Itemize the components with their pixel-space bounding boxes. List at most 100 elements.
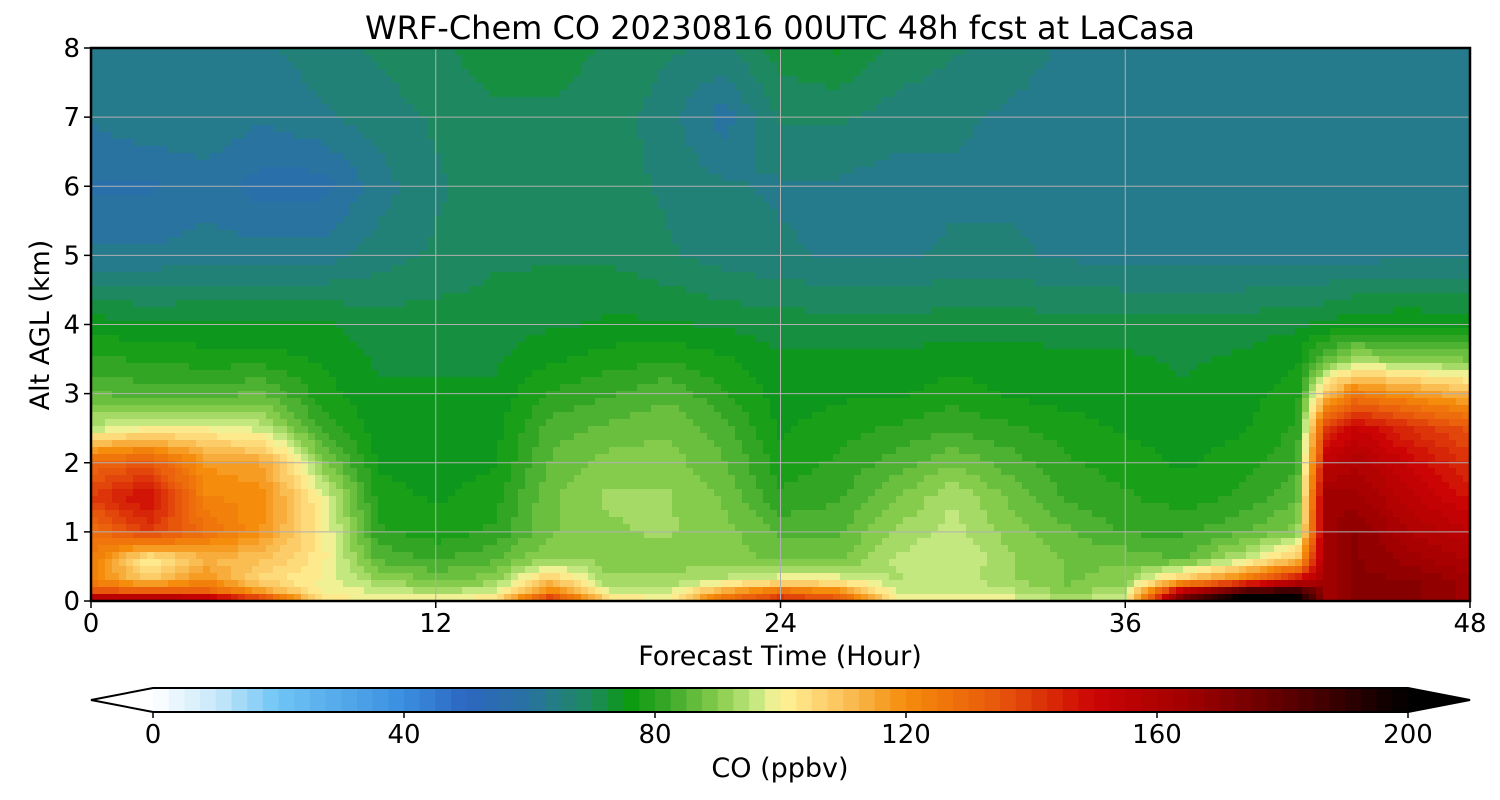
- heatmap-cell: [140, 160, 148, 168]
- heatmap-cell: [1190, 181, 1198, 189]
- heatmap-cell: [602, 104, 610, 112]
- heatmap-cell: [378, 83, 386, 91]
- heatmap-cell: [637, 139, 645, 147]
- heatmap-cell: [203, 188, 211, 196]
- heatmap-cell: [714, 160, 722, 168]
- heatmap-cell: [980, 181, 988, 189]
- heatmap-cell: [1176, 90, 1184, 98]
- heatmap-cell: [490, 146, 498, 154]
- heatmap-cell: [749, 139, 757, 147]
- heatmap-cell: [539, 195, 547, 203]
- heatmap-cell: [1218, 146, 1226, 154]
- heatmap-cell: [1022, 55, 1030, 63]
- heatmap-cell: [560, 146, 568, 154]
- heatmap-cell: [469, 167, 477, 175]
- heatmap-cell: [798, 104, 806, 112]
- heatmap-cell: [518, 174, 526, 182]
- heatmap-cell: [749, 69, 757, 77]
- heatmap-cell: [658, 146, 666, 154]
- heatmap-cell: [1239, 139, 1247, 147]
- heatmap-cell: [1246, 90, 1254, 98]
- heatmap-cell: [133, 76, 141, 84]
- heatmap-cell: [1295, 139, 1303, 147]
- heatmap-cell: [1372, 83, 1380, 91]
- heatmap-cell: [301, 153, 309, 161]
- heatmap-cell: [637, 48, 645, 56]
- heatmap-cell: [1176, 188, 1184, 196]
- heatmap-cell: [350, 83, 358, 91]
- heatmap-cell: [714, 153, 722, 161]
- heatmap-cell: [210, 69, 218, 77]
- heatmap-cell: [714, 62, 722, 70]
- heatmap-cell: [483, 55, 491, 63]
- heatmap-cell: [868, 90, 876, 98]
- heatmap-cell: [238, 118, 246, 126]
- heatmap-cell: [532, 111, 540, 119]
- heatmap-cell: [966, 209, 974, 217]
- heatmap-cell: [252, 174, 260, 182]
- heatmap-cell: [518, 62, 526, 70]
- heatmap-cell: [364, 174, 372, 182]
- heatmap-cell: [658, 62, 666, 70]
- heatmap-cell: [826, 83, 834, 91]
- heatmap-cell: [882, 188, 890, 196]
- heatmap-cell: [1344, 146, 1352, 154]
- heatmap-cell: [686, 167, 694, 175]
- heatmap-cell: [819, 90, 827, 98]
- heatmap-cell: [91, 69, 99, 77]
- heatmap-cell: [1442, 181, 1450, 189]
- heatmap-cell: [294, 76, 302, 84]
- heatmap-cell: [861, 153, 869, 161]
- heatmap-cell: [938, 125, 946, 133]
- heatmap-cell: [203, 223, 211, 231]
- heatmap-cell: [560, 76, 568, 84]
- heatmap-cell: [525, 146, 533, 154]
- heatmap-cell: [735, 139, 743, 147]
- heatmap-cell: [847, 174, 855, 182]
- heatmap-cell: [721, 139, 729, 147]
- heatmap-cell: [399, 90, 407, 98]
- heatmap-cell: [322, 223, 330, 231]
- heatmap-cell: [1400, 181, 1408, 189]
- heatmap-cell: [413, 118, 421, 126]
- heatmap-cell: [504, 216, 512, 224]
- heatmap-cell: [140, 174, 148, 182]
- heatmap-cell: [525, 104, 533, 112]
- heatmap-cell: [924, 174, 932, 182]
- heatmap-cell: [350, 55, 358, 63]
- heatmap-cell: [385, 188, 393, 196]
- heatmap-cell: [1260, 139, 1268, 147]
- heatmap-cell: [1400, 83, 1408, 91]
- heatmap-cell: [231, 188, 239, 196]
- heatmap-cell: [154, 202, 162, 210]
- heatmap-cell: [1400, 160, 1408, 168]
- heatmap-cell: [1113, 76, 1121, 84]
- heatmap-cell: [1120, 97, 1128, 105]
- heatmap-cell: [1113, 174, 1121, 182]
- heatmap-cell: [889, 216, 897, 224]
- heatmap-cell: [1155, 90, 1163, 98]
- heatmap-cell: [238, 146, 246, 154]
- heatmap-cell: [511, 188, 519, 196]
- heatmap-cell: [1365, 153, 1373, 161]
- heatmap-cell: [105, 174, 113, 182]
- heatmap-cell: [259, 174, 267, 182]
- heatmap-cell: [1169, 76, 1177, 84]
- heatmap-cell: [707, 104, 715, 112]
- heatmap-cell: [1057, 195, 1065, 203]
- heatmap-cell: [609, 76, 617, 84]
- heatmap-cell: [371, 111, 379, 119]
- heatmap-cell: [1085, 139, 1093, 147]
- heatmap-cell: [791, 188, 799, 196]
- heatmap-cell: [119, 125, 127, 133]
- heatmap-cell: [1435, 104, 1443, 112]
- heatmap-cell: [1386, 160, 1394, 168]
- heatmap-cell: [322, 167, 330, 175]
- heatmap-cell: [868, 188, 876, 196]
- heatmap-cell: [910, 139, 918, 147]
- heatmap-cell: [1309, 153, 1317, 161]
- heatmap-cell: [224, 83, 232, 91]
- heatmap-cell: [1099, 90, 1107, 98]
- heatmap-cell: [455, 118, 463, 126]
- heatmap-cell: [1211, 202, 1219, 210]
